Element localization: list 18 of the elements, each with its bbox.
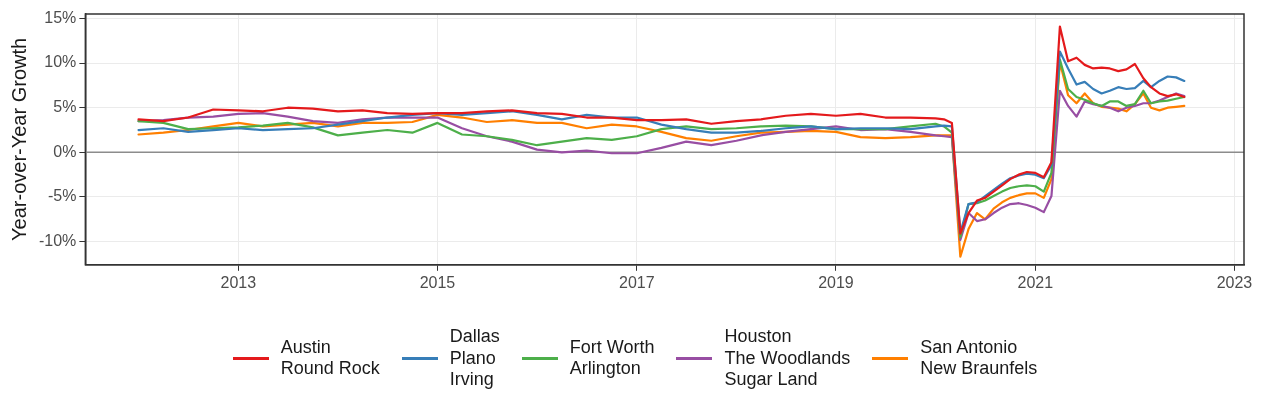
x-tick-label: 2013 xyxy=(220,273,257,291)
legend-label: Dallas Plano Irving xyxy=(449,326,500,391)
legend-label: Austin Round Rock xyxy=(280,336,380,380)
x-tick-label: 2019 xyxy=(818,273,854,291)
x-tick-label: 2021 xyxy=(1017,273,1054,291)
x-tick-label: 2015 xyxy=(419,273,456,291)
y-axis-title: Year-over-Year Growth xyxy=(7,37,30,241)
y-tick-label: -5% xyxy=(47,187,77,205)
legend-label: Houston The Woodlands Sugar Land xyxy=(724,326,851,391)
y-tick-label: 0% xyxy=(53,142,77,160)
y-tick-label: 10% xyxy=(44,53,77,71)
x-tick-label: 2023 xyxy=(1216,273,1253,291)
legend-label: San Antonio New Braunfels xyxy=(920,336,1038,380)
y-tick-label: 5% xyxy=(53,98,77,116)
x-tick-label: 2017 xyxy=(619,273,655,291)
y-tick-label: 15% xyxy=(44,8,77,26)
y-tick-label: -10% xyxy=(38,232,77,249)
legend-label: Fort Worth Arlington xyxy=(569,336,655,380)
